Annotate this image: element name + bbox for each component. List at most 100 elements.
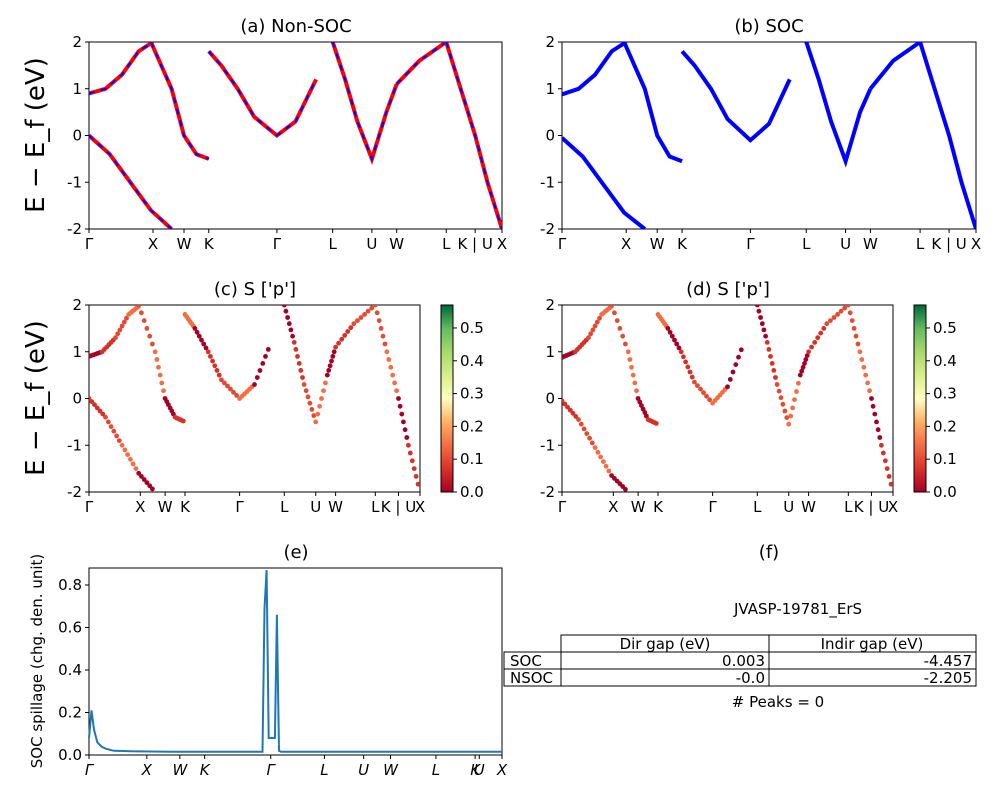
x-tick-label-c-10: X (415, 498, 425, 516)
dot-d-25 (562, 401, 568, 407)
dot-c-79 (194, 329, 200, 335)
dot-c-147 (362, 312, 367, 317)
dot-d-78 (665, 326, 671, 331)
dot-d-83 (676, 345, 682, 351)
y-tick-label-a-1: -1 (67, 173, 82, 191)
dot-c-122 (305, 394, 311, 400)
y-tick-label-a-4: 2 (72, 33, 82, 51)
x-tick-label-b-2: W (650, 235, 665, 253)
dot-d-112 (761, 327, 767, 333)
spillage-line (88, 570, 502, 753)
dot-d-128 (790, 405, 795, 411)
dot-c-121 (303, 388, 309, 394)
dot-d-163 (870, 403, 876, 409)
dot-d-41 (606, 468, 612, 474)
dot-d-166 (875, 427, 881, 433)
cb-d-tick-label-1: 0.1 (933, 450, 957, 468)
x-tick-label-e-2: W (172, 761, 188, 779)
panel-e-title: (e) (283, 542, 308, 563)
dot-c-27 (94, 405, 100, 411)
y-tick-label-b-0: -2 (540, 220, 555, 238)
y-tick-label-b-2: 0 (545, 127, 555, 145)
dot-d-133 (799, 368, 805, 374)
dot-d-168 (879, 442, 884, 448)
dot-c-117 (296, 361, 302, 366)
dot-d-124 (782, 408, 788, 414)
dot-d-90 (692, 379, 697, 385)
x-tick-label-a-2: W (177, 235, 192, 253)
x-tick-label-b-1: X (621, 235, 631, 253)
dot-c-32 (108, 424, 114, 429)
dot-c-43 (139, 474, 144, 479)
y-tick-label-d-1: -1 (540, 436, 555, 454)
dot-d-40 (603, 463, 609, 469)
table-row-soc-indir: -4.457 (924, 652, 972, 670)
dot-c-149 (369, 305, 375, 311)
dot-c-151 (374, 310, 380, 316)
dot-c-55 (154, 357, 160, 362)
y-tick-label-e-0: 0.0 (58, 746, 82, 764)
dot-c-28 (97, 408, 103, 414)
dot-d-95 (707, 397, 712, 403)
x-tick-label-b-9: K | U (931, 235, 966, 253)
dot-c-142 (345, 329, 351, 334)
dot-c-128 (317, 403, 322, 409)
dot-d-162 (869, 396, 874, 401)
dot-c-172 (413, 474, 419, 479)
dot-c-116 (295, 354, 300, 359)
dot-d-107 (738, 347, 744, 353)
y-tick-label-a-0: -2 (67, 220, 82, 238)
dot-c-94 (231, 389, 236, 395)
dot-c-41 (133, 466, 139, 471)
dot-d-37 (595, 449, 601, 455)
dot-c-33 (111, 428, 117, 434)
x-tick-label-d-8: L (844, 498, 853, 516)
dot-c-37 (122, 447, 128, 453)
y-tick-label-e-2: 0.4 (58, 661, 82, 679)
x-tick-label-d-1: X (608, 498, 618, 516)
colorbar-d: 0.0 0.1 0.2 0.3 0.4 0.5 (913, 304, 957, 501)
dot-d-109 (756, 308, 762, 314)
table-row-nsoc-label: NSOC (510, 669, 553, 687)
dot-d-131 (796, 380, 801, 386)
dot-d-91 (695, 383, 700, 388)
y-tick-label-e-1: 0.2 (58, 704, 82, 722)
x-tick-label-d-9: K | U (854, 498, 889, 516)
dot-d-126 (786, 421, 792, 427)
dot-c-50 (141, 318, 147, 323)
table-header-dir: Dir gap (eV) (620, 635, 711, 653)
x-tick-label-e-11: X (496, 761, 508, 779)
x-tick-label-c-1: X (135, 498, 145, 516)
x-tick-label-b-6: U (840, 235, 851, 253)
dot-c-42 (136, 470, 142, 476)
plot-area-a (88, 41, 503, 230)
dot-c-155 (382, 341, 388, 347)
dot-c-145 (355, 318, 360, 323)
dot-d-26 (565, 404, 570, 410)
dot-c-15 (119, 323, 125, 329)
x-tick-label-a-4: Γ (273, 235, 282, 253)
dot-d-155 (855, 341, 861, 347)
dot-d-52 (620, 333, 626, 339)
dot-d-47 (623, 486, 628, 492)
band-b-2 (622, 42, 683, 164)
dot-c-120 (301, 382, 307, 387)
x-tick-label-d-4: Γ (708, 498, 717, 516)
x-tick-label-b-5: L (802, 235, 811, 253)
dot-c-103 (254, 375, 260, 380)
dot-c-152 (376, 318, 382, 323)
dot-c-36 (119, 442, 125, 448)
dot-c-131 (323, 380, 328, 386)
x-tick-label-b-8: L (916, 235, 925, 253)
dot-d-93 (701, 390, 706, 396)
cb-d-bar (913, 304, 927, 493)
band-a-blue-2 (149, 42, 210, 160)
dot-c-150 (372, 305, 378, 308)
band-a-red-3 (207, 49, 318, 139)
dot-c-146 (358, 315, 364, 320)
dot-c-132 (324, 372, 330, 378)
dot-d-157 (859, 357, 865, 362)
dot-d-14 (590, 327, 596, 333)
cb-d-tick-label-2: 0.2 (933, 417, 957, 435)
